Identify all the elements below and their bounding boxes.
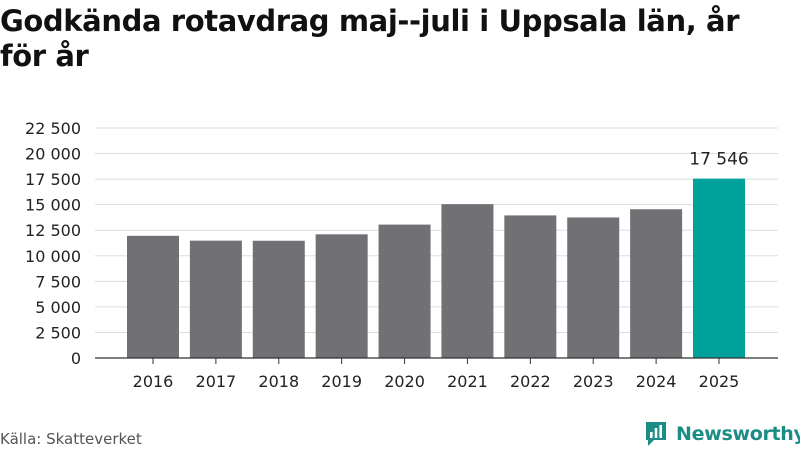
y-tick-label: 0 [71, 349, 81, 368]
bar-chart: 0 2 500 5 000 7 500 10 000 12 500 15 000 17 500… [25, 119, 778, 391]
bar-2023 [567, 217, 620, 358]
x-tick-label: 2016 [133, 372, 174, 391]
y-tick-label: 20 000 [25, 145, 81, 164]
y-tick-label: 10 000 [25, 247, 81, 266]
x-tick-label: 2020 [384, 372, 425, 391]
newsworthy-brand: Newsworthy [644, 420, 800, 448]
data-labels: 17 546 [689, 150, 748, 170]
bar-2020 [378, 224, 431, 358]
y-tick-label: 17 500 [25, 170, 81, 189]
y-tick-label: 7 500 [35, 272, 81, 291]
y-axis-tick-labels: 0 2 500 5 000 7 500 10 000 12 500 15 000 17 500… [25, 119, 81, 368]
x-axis-tick-labels: 2016 2017 2018 2019 2020 2021 2022 2023 2024 2025 [133, 358, 740, 391]
bar-2024 [630, 209, 683, 358]
bar-2022 [504, 215, 557, 358]
data-label: 17 546 [689, 150, 748, 170]
y-tick-label: 5 000 [35, 298, 81, 317]
chart-title: Godkända rotavdrag maj--juli i Uppsala l… [0, 4, 740, 73]
y-tick-label: 22 500 [25, 119, 81, 138]
x-tick-label: 2021 [447, 372, 488, 391]
x-tick-label: 2022 [510, 372, 551, 391]
newsworthy-logo-icon [646, 422, 666, 446]
bar-2016 [127, 235, 179, 358]
y-tick-label: 12 500 [25, 221, 81, 240]
x-tick-label: 2018 [258, 372, 299, 391]
x-tick-label: 2019 [321, 372, 362, 391]
x-tick-label: 2024 [636, 372, 677, 391]
bar-2017 [189, 240, 242, 358]
source-note: Källa: Skatteverket [0, 430, 142, 448]
brand-name: Newsworthy [676, 423, 800, 445]
y-tick-label: 2 500 [35, 323, 81, 342]
x-tick-label: 2025 [699, 372, 740, 391]
x-tick-label: 2023 [573, 372, 614, 391]
bar-2019 [315, 234, 368, 358]
y-tick-label: 15 000 [25, 196, 81, 215]
bars [127, 178, 745, 358]
bar-2021 [441, 204, 494, 358]
bar-2018 [252, 240, 305, 358]
bar-2025 [693, 178, 745, 358]
x-tick-label: 2017 [196, 372, 237, 391]
